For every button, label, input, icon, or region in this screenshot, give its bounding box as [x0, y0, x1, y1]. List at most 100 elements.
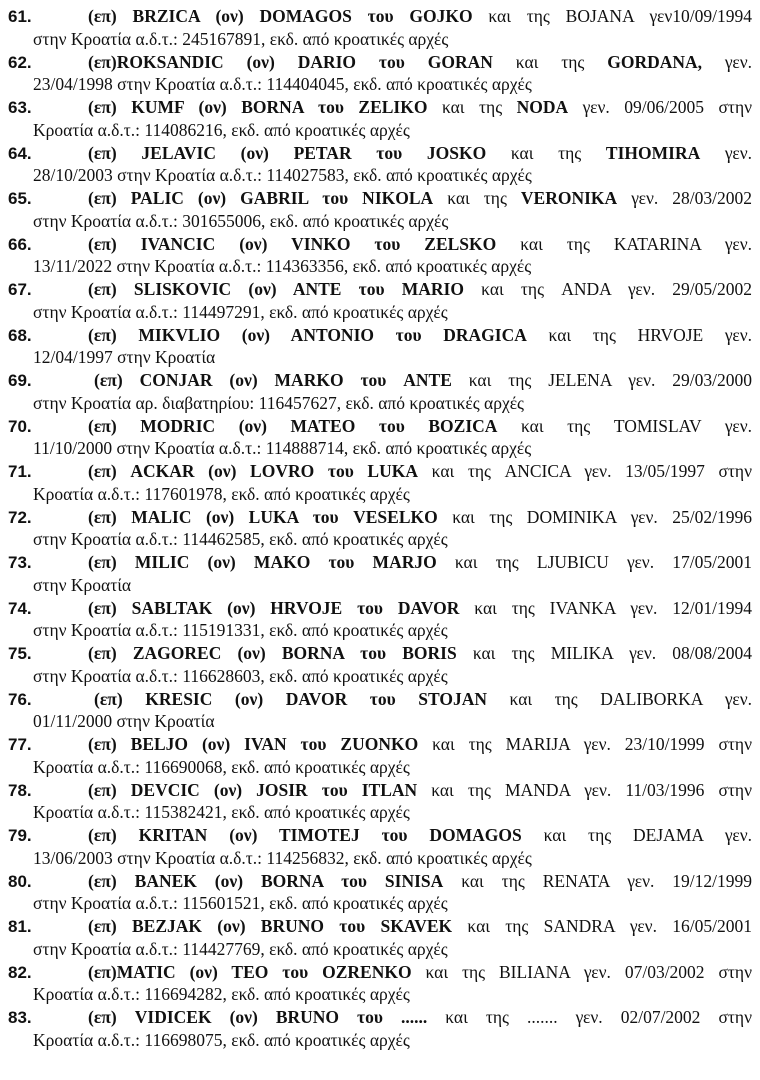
entry-second-line: Κροατία α.δ.τ.: 116690068, εκδ. από κροα…	[33, 756, 410, 777]
entry-number: 70.	[8, 416, 32, 436]
entry-second-line: στην Κροατία α.δ.τ.: 115601521, εκδ. από…	[33, 893, 448, 914]
list-item: 73. (επ) MILIC (ον) MAKO του MARJO και τη…	[0, 551, 760, 597]
list-item: 62. (επ)ROKSANDIC (ον) DARIO του GORAN κα…	[0, 51, 760, 97]
entry-text: και της	[492, 51, 608, 72]
entry-name-bold: NODA	[516, 97, 569, 117]
list-item: 76. (επ) KRESIC (ον) DAVOR του STOJAN και…	[0, 688, 760, 734]
entry-text: γεν.	[702, 51, 752, 72]
entry-number: 81.	[8, 917, 32, 936]
entry-first-line: (επ) MILIC (ον) MAKO του MARJO και της L…	[88, 551, 752, 574]
entry-text: και της MANDA γεν. 11/03/1996 στην	[417, 779, 752, 800]
entry-name-bold: (επ) IVANCIC (ον) VINKO του ZELSKO	[88, 233, 497, 254]
entry-number: 62.	[8, 52, 32, 72]
entry-text: και της ANCICA γεν. 13/05/1997 στην	[418, 461, 752, 481]
list-item: 82. (επ)MATIC (ον) TEO του OZRENKO και τη…	[0, 961, 760, 1007]
entry-second-line: Κροατία α.δ.τ.: 116698075, εκδ. από κροα…	[33, 1029, 410, 1050]
entry-name-bold: (επ) PALIC (ον) GABRIL του NIKOLA	[88, 188, 434, 208]
entry-number: 78.	[8, 780, 32, 800]
entry-second-line: 12/04/1997 στην Κροατία	[33, 347, 216, 368]
entry-number: 82.	[8, 962, 32, 982]
entry-text: και της KATARINA γεν.	[496, 233, 752, 254]
entry-number: 79.	[8, 826, 32, 845]
entry-number: 64.	[8, 143, 32, 163]
entry-text: και της BILIANA γεν. 07/03/2002 στην	[411, 961, 752, 982]
entry-first-line: (επ) MIKVLIO (ον) ANTONIO του DRAGICA κα…	[88, 324, 752, 347]
entry-name-bold: (επ) BEZJAK (ον) BRUNO του SKAVEK	[88, 916, 453, 936]
entry-number: 71.	[8, 462, 32, 481]
entry-second-line: Κροατία α.δ.τ.: 116694282, εκδ. από κροα…	[33, 984, 410, 1005]
entry-first-line: (επ) ZAGOREC (ον) BORNA του BORIS και τη…	[88, 642, 752, 665]
entry-text: και της HRVOJE γεν.	[526, 324, 752, 345]
list-item: 64. (επ) JELAVIC (ον) PETAR του JOSKO και…	[0, 142, 760, 188]
entry-text: γεν. 09/06/2005 στην	[568, 97, 752, 117]
list-item: 83. (επ) VIDICEK (ον) BRUNO του ...... κα…	[0, 1006, 760, 1052]
entry-first-line: (επ) IVANCIC (ον) VINKO του ZELSKO και τ…	[88, 233, 752, 256]
entry-name-bold: (επ) ZAGOREC (ον) BORNA του BORIS	[88, 643, 457, 663]
list-item: 78. (επ) DEVCIC (ον) JOSIR του ITLAN και …	[0, 779, 760, 825]
entry-name-bold: (επ)ROKSANDIC (ον) DARIO του GORAN	[88, 51, 493, 72]
entry-second-line: Κροατία α.δ.τ.: 117601978, εκδ. από κροα…	[33, 483, 410, 504]
entry-second-line: στην Κροατία αρ. διαβατηρίου: 116457627,…	[33, 392, 524, 413]
entry-text: και της TOMISLAV γεν.	[497, 415, 752, 436]
entry-second-line: στην Κροατία α.δ.τ.: 116628603, εκδ. από…	[33, 665, 448, 686]
entry-first-line: (επ) JELAVIC (ον) PETAR του JOSKO και τη…	[88, 142, 752, 165]
list-item: 75. (επ) ZAGOREC (ον) BORNA του BORIS και…	[0, 642, 760, 688]
entry-number: 67.	[8, 280, 32, 299]
entry-second-line: 01/11/2000 στην Κροατία	[33, 711, 215, 732]
entry-first-line: (επ) PALIC (ον) GABRIL του NIKOLA και τη…	[88, 187, 752, 210]
entry-first-line: (επ) VIDICEK (ον) BRUNO του ...... και τ…	[88, 1006, 752, 1029]
entry-text: και της LJUBICU γεν. 17/05/2001	[436, 552, 752, 572]
entry-first-line: (επ) MALIC (ον) LUKA του VESELKO και της…	[88, 506, 752, 529]
entry-first-line: (επ) CONJAR (ον) MARKO του ANTE και της …	[94, 369, 752, 392]
entry-text: και της DALIBORKA γεν.	[486, 688, 752, 709]
entry-first-line: (επ) SABLTAK (ον) HRVOJE του DAVOR και τ…	[88, 597, 752, 620]
entry-text: και της	[486, 142, 606, 163]
entry-number: 77.	[8, 735, 32, 754]
list-item: 72. (επ) MALIC (ον) LUKA του VESELKO και …	[0, 506, 760, 552]
list-item: 67. (επ) SLISKOVIC (ον) ANTE του MARIO κα…	[0, 278, 760, 324]
entry-first-line: (επ) SLISKOVIC (ον) ANTE του MARIO και τ…	[88, 278, 752, 301]
list-item: 71. (επ) ACKAR (ον) LOVRO του LUKA και τη…	[0, 460, 760, 506]
list-item: 69. (επ) CONJAR (ον) MARKO του ANTE και τ…	[0, 369, 760, 415]
list-item: 63. (επ) KUMF (ον) BORNA του ZELIKO και τ…	[0, 96, 760, 142]
entry-second-line: 13/11/2022 στην Κροατία α.δ.τ.: 11436335…	[33, 256, 532, 277]
entry-number: 72.	[8, 507, 32, 527]
entry-number: 80.	[8, 871, 32, 891]
list-item: 65. (επ) PALIC (ον) GABRIL του NIKOLA και…	[0, 187, 760, 233]
entry-text: και της BOJANA γεν10/09/1994	[472, 6, 752, 26]
entry-name-bold: (επ) SLISKOVIC (ον) ANTE του MARIO	[88, 279, 464, 299]
entry-text: και της RENATA γεν. 19/12/1999	[443, 870, 752, 891]
entry-number: 68.	[8, 325, 32, 345]
entry-second-line: στην Κροατία α.δ.τ.: 115191331, εκδ. από…	[33, 620, 448, 641]
entry-name-bold: (επ) JELAVIC (ον) PETAR του JOSKO	[88, 142, 487, 163]
entry-second-line: 28/10/2003 στην Κροατία α.δ.τ.: 11402758…	[33, 165, 532, 186]
entry-text: και της IVANKA γεν. 12/01/1994	[459, 597, 752, 618]
entry-first-line: (επ)MATIC (ον) TEO του OZRENKO και της B…	[88, 961, 752, 984]
entry-second-line: στην Κροατία	[33, 574, 132, 595]
entry-name-bold: (επ)MATIC (ον) TEO του OZRENKO	[88, 961, 412, 982]
entry-number: 74.	[8, 598, 32, 618]
entry-first-line: (επ) DEVCIC (ον) JOSIR του ITLAN και της…	[88, 779, 752, 802]
entry-second-line: στην Κροατία α.δ.τ.: 301655006, εκδ. από…	[33, 210, 449, 231]
entry-name-bold: (επ) ACKAR (ον) LOVRO του LUKA	[88, 461, 418, 481]
entry-first-line: (επ) BELJO (ον) IVAN του ZUONKO και της …	[88, 733, 752, 756]
entry-name-bold: (επ) KUMF (ον) BORNA του ZELIKO	[88, 97, 428, 117]
entry-name-bold: (επ) SABLTAK (ον) HRVOJE του DAVOR	[88, 597, 460, 618]
list-item: 70. (επ) MODRIC (ον) MATEO του BOZICA και…	[0, 415, 760, 461]
entry-number: 66.	[8, 234, 32, 254]
entry-name-bold: (επ) MILIC (ον) MAKO του MARJO	[88, 552, 437, 572]
entry-second-line: στην Κροατία α.δ.τ.: 245167891, εκδ. από…	[33, 28, 449, 49]
entry-first-line: (επ) BRZICA (ον) DOMAGOS του GOJKO και τ…	[88, 5, 752, 28]
entry-number: 83.	[8, 1008, 32, 1027]
entry-name-bold: (επ) MIKVLIO (ον) ANTONIO του DRAGICA	[88, 324, 527, 345]
list-item: 61. (επ) BRZICA (ον) DOMAGOS του GOJKO κα…	[0, 5, 760, 51]
entry-number: 63.	[8, 98, 32, 117]
list-item: 81. (επ) BEZJAK (ον) BRUNO του SKAVEK και…	[0, 915, 760, 961]
entry-name-bold: (επ) BANEK (ον) BORNA του SINISA	[88, 870, 444, 891]
list-item: 79. (επ) KRITAN (ον) TIMOTEJ του DOMAGOS …	[0, 824, 760, 870]
entry-name-bold: (επ) KRITAN (ον) TIMOTEJ του DOMAGOS	[88, 825, 522, 845]
entry-second-line: στην Κροατία α.δ.τ.: 114427769, εκδ. από…	[33, 938, 448, 959]
entry-first-line: (επ)ROKSANDIC (ον) DARIO του GORAN και τ…	[88, 51, 752, 74]
entry-name-bold: TIHOMIRA	[605, 142, 701, 163]
entry-name-bold: (επ) VIDICEK (ον) BRUNO του ......	[88, 1007, 428, 1027]
